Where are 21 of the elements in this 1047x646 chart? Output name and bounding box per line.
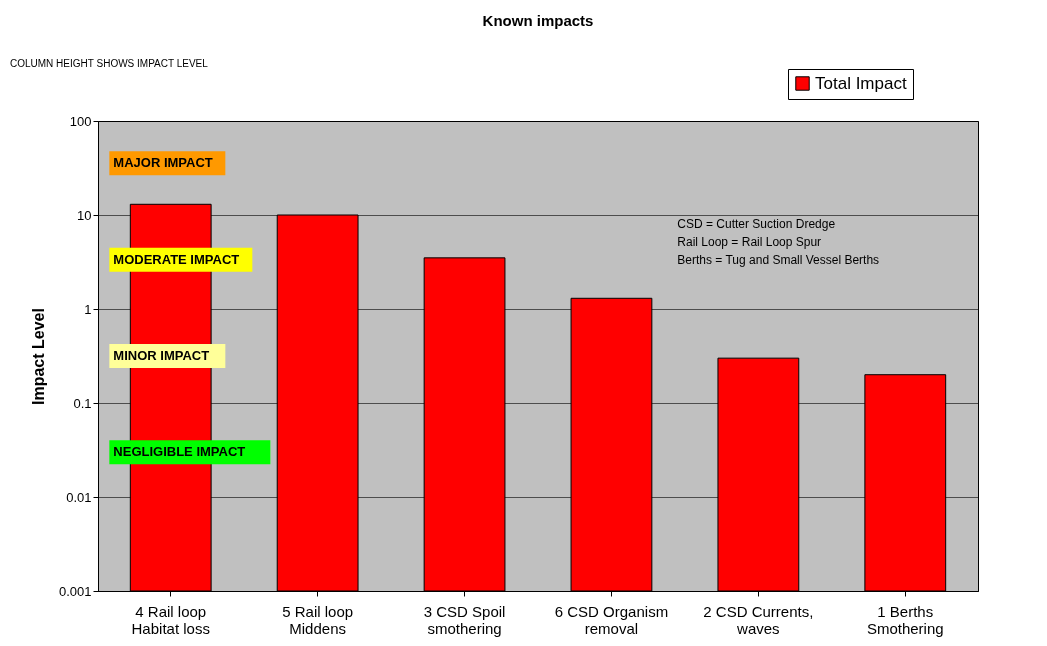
- y-axis-title: Impact Level: [29, 308, 47, 405]
- annotation: MINOR IMPACT: [113, 348, 210, 363]
- x-tick-label: 4 Rail loop Habitat loss: [131, 602, 210, 637]
- y-tick-label: 10: [77, 207, 92, 223]
- chart-title: Known impacts: [482, 12, 594, 29]
- y-tick-label: 0.1: [73, 395, 92, 411]
- x-tick-label: 3 CSD Spoil smothering: [423, 602, 506, 637]
- y-tick-label: 0.01: [66, 489, 92, 505]
- y-tick-label: 100: [69, 113, 92, 129]
- text: COLUMN HEIGHT SHOWS IMPACT LEVEL: [10, 58, 209, 69]
- x-tick-label: 6 CSD Organism removal: [554, 602, 669, 637]
- annotation: MAJOR IMPACT: [113, 155, 213, 171]
- x-tick-label: 1 Berths Smothering: [866, 602, 944, 637]
- x-tick-label: 5 Rail loop Middens: [282, 602, 354, 637]
- y-tick-label: 1: [84, 301, 92, 317]
- annotation: NEGLIGIBLE IMPACT: [113, 444, 246, 460]
- annotation: MODERATE IMPACT: [113, 251, 240, 267]
- y-tick-label: 0.001: [58, 583, 92, 599]
- x-tick-label: 2 CSD Currents, waves: [703, 602, 814, 637]
- legend-label: Total Impact: [815, 73, 907, 93]
- annotation: CSD = Cutter Suction Dredge Rail Loop = Rail Loop Spur Berths = Tug and Small Vessel Berths: [677, 217, 880, 267]
